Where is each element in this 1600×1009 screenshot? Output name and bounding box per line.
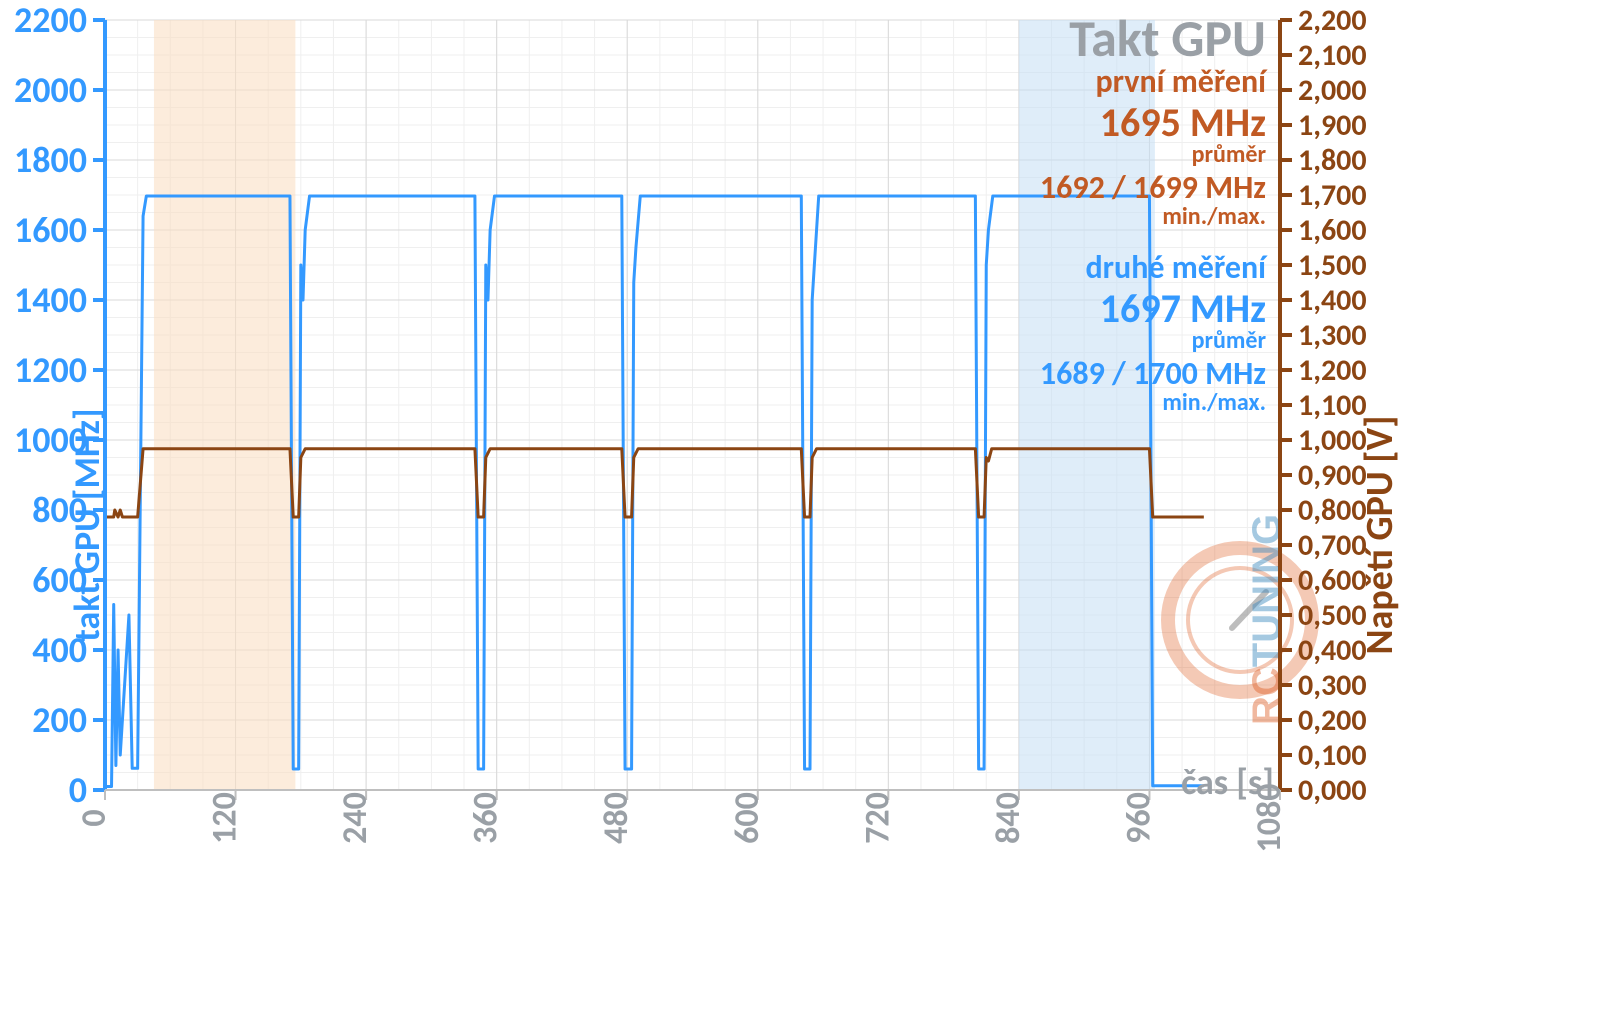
x-tick-label: 120 bbox=[205, 792, 246, 844]
x-tick-label: 240 bbox=[335, 792, 376, 844]
y2-tick-label: 1,800 bbox=[1298, 142, 1367, 179]
x-tick-label: 720 bbox=[857, 792, 898, 844]
x-tick-label: 480 bbox=[596, 792, 637, 844]
y2-tick-label: 1,600 bbox=[1298, 212, 1367, 249]
annotation-m2-label: druhé měření bbox=[1085, 248, 1268, 287]
y2-tick-label: 1,200 bbox=[1298, 352, 1367, 389]
y1-tick-label: 2000 bbox=[14, 68, 87, 112]
annotation-m1-label: první měření bbox=[1095, 62, 1268, 101]
y2-tick-label: 2,000 bbox=[1298, 72, 1367, 109]
x-tick-label: 960 bbox=[1118, 792, 1159, 844]
y2-tick-label: 1,300 bbox=[1298, 317, 1367, 354]
gpu-clock-chart: RCTUNING 0200400600800100012001400160018… bbox=[0, 0, 1600, 1009]
x-tick-label: 840 bbox=[988, 792, 1029, 844]
y2-tick-label: 0,300 bbox=[1298, 667, 1367, 704]
y1-tick-label: 1600 bbox=[14, 208, 87, 252]
y1-tick-label: 1800 bbox=[14, 138, 87, 182]
x-axis-title: čas [s] bbox=[1181, 760, 1274, 804]
x-tick-label: 360 bbox=[466, 792, 507, 844]
annotation-m2-range-sub: min./max. bbox=[1162, 388, 1266, 417]
y2-tick-label: 0,200 bbox=[1298, 702, 1367, 739]
y1-tick-label: 1200 bbox=[14, 348, 87, 392]
y1-tick-label: 2200 bbox=[14, 0, 87, 42]
y1-tick-label: 1400 bbox=[14, 278, 87, 322]
y2-tick-label: 2,100 bbox=[1298, 37, 1367, 74]
annotation-m2-avg-sub: průměr bbox=[1192, 326, 1267, 355]
y2-tick-label: 1,400 bbox=[1298, 282, 1367, 319]
x-tick-label: 0 bbox=[74, 809, 115, 826]
y1-tick-label: 200 bbox=[32, 698, 87, 742]
chart-title: Takt GPU bbox=[1069, 6, 1266, 70]
annotation-m1-avg-sub: průměr bbox=[1192, 140, 1267, 169]
y1-tick-label: 0 bbox=[69, 768, 87, 812]
y2-tick-label: 0,100 bbox=[1298, 737, 1367, 774]
y2-tick-label: 1,500 bbox=[1298, 247, 1367, 284]
annotation-m1-range-sub: min./max. bbox=[1162, 202, 1266, 231]
y1-axis-title: takt GPU [MHz] bbox=[65, 408, 109, 641]
y2-tick-label: 1,700 bbox=[1298, 177, 1367, 214]
y2-axis-title: Napětí GPU [V] bbox=[1357, 416, 1403, 655]
y2-tick-label: 1,900 bbox=[1298, 107, 1367, 144]
y2-tick-label: 2,200 bbox=[1298, 2, 1367, 39]
y2-tick-label: 0,000 bbox=[1298, 772, 1367, 809]
x-tick-label: 600 bbox=[727, 792, 768, 844]
